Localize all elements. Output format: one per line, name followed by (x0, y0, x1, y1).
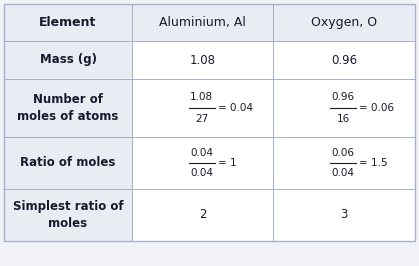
Text: 0.04: 0.04 (331, 168, 354, 178)
Text: Element: Element (39, 16, 97, 29)
Bar (132, 4, 273, 41)
Text: 1.08: 1.08 (189, 53, 215, 66)
Text: Ratio of moles: Ratio of moles (20, 156, 116, 169)
Text: 2: 2 (199, 209, 206, 222)
Bar (273, 41, 415, 79)
Text: = 0.04: = 0.04 (217, 103, 253, 113)
Bar (132, 137, 273, 189)
Text: 0.06: 0.06 (331, 148, 354, 157)
Text: 3: 3 (340, 209, 348, 222)
Bar (273, 189, 415, 241)
Text: 0.96: 0.96 (331, 53, 357, 66)
Bar (4, 4, 415, 241)
Bar (132, 79, 273, 137)
Text: Simplest ratio of
moles: Simplest ratio of moles (13, 200, 123, 230)
Text: 0.04: 0.04 (190, 148, 213, 157)
Text: 1.08: 1.08 (190, 93, 213, 102)
Text: Mass (g): Mass (g) (39, 53, 96, 66)
Bar (4, 137, 132, 189)
Bar (273, 79, 415, 137)
Text: = 1.5: = 1.5 (359, 158, 388, 168)
Bar (273, 4, 415, 41)
Text: Aluminium, Al: Aluminium, Al (159, 16, 246, 29)
Text: Oxygen, O: Oxygen, O (311, 16, 377, 29)
Text: 0.96: 0.96 (331, 93, 354, 102)
Bar (4, 79, 132, 137)
Bar (4, 41, 132, 79)
Text: = 1: = 1 (217, 158, 236, 168)
Bar (4, 189, 132, 241)
Text: 0.04: 0.04 (190, 168, 213, 178)
Bar (273, 137, 415, 189)
Text: = 0.06: = 0.06 (359, 103, 394, 113)
Text: Number of
moles of atoms: Number of moles of atoms (17, 93, 119, 123)
Text: 27: 27 (195, 114, 208, 123)
Bar (4, 4, 132, 41)
Bar (132, 189, 273, 241)
Text: 16: 16 (336, 114, 349, 123)
Bar (132, 41, 273, 79)
